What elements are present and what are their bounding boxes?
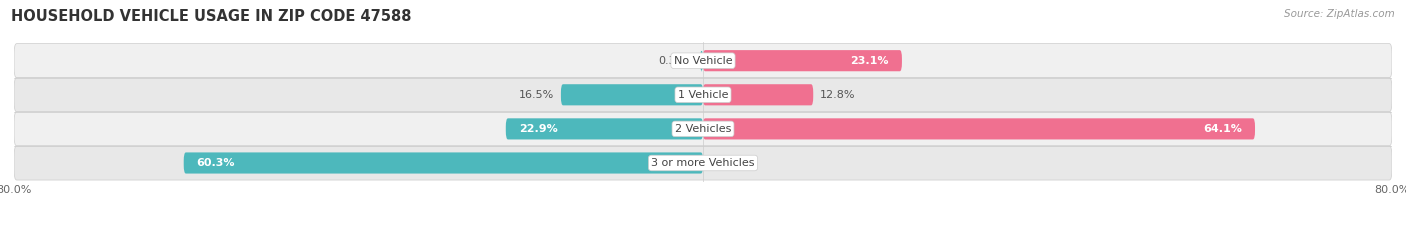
- Text: 3 or more Vehicles: 3 or more Vehicles: [651, 158, 755, 168]
- Text: No Vehicle: No Vehicle: [673, 56, 733, 66]
- FancyBboxPatch shape: [703, 84, 813, 105]
- Text: 0.34%: 0.34%: [658, 56, 693, 66]
- Text: 23.1%: 23.1%: [851, 56, 889, 66]
- FancyBboxPatch shape: [14, 44, 1392, 78]
- Text: 1 Vehicle: 1 Vehicle: [678, 90, 728, 100]
- Text: 64.1%: 64.1%: [1204, 124, 1241, 134]
- Text: Source: ZipAtlas.com: Source: ZipAtlas.com: [1284, 9, 1395, 19]
- FancyBboxPatch shape: [14, 112, 1392, 146]
- FancyBboxPatch shape: [561, 84, 703, 105]
- FancyBboxPatch shape: [14, 146, 1392, 180]
- Text: 60.3%: 60.3%: [197, 158, 235, 168]
- FancyBboxPatch shape: [14, 78, 1392, 112]
- Text: 0.0%: 0.0%: [710, 158, 738, 168]
- FancyBboxPatch shape: [703, 118, 1256, 140]
- FancyBboxPatch shape: [703, 50, 901, 71]
- Text: 16.5%: 16.5%: [519, 90, 554, 100]
- FancyBboxPatch shape: [700, 50, 703, 71]
- Text: 22.9%: 22.9%: [519, 124, 557, 134]
- Text: 2 Vehicles: 2 Vehicles: [675, 124, 731, 134]
- FancyBboxPatch shape: [506, 118, 703, 140]
- Text: 12.8%: 12.8%: [820, 90, 856, 100]
- FancyBboxPatch shape: [184, 152, 703, 174]
- Text: HOUSEHOLD VEHICLE USAGE IN ZIP CODE 47588: HOUSEHOLD VEHICLE USAGE IN ZIP CODE 4758…: [11, 9, 412, 24]
